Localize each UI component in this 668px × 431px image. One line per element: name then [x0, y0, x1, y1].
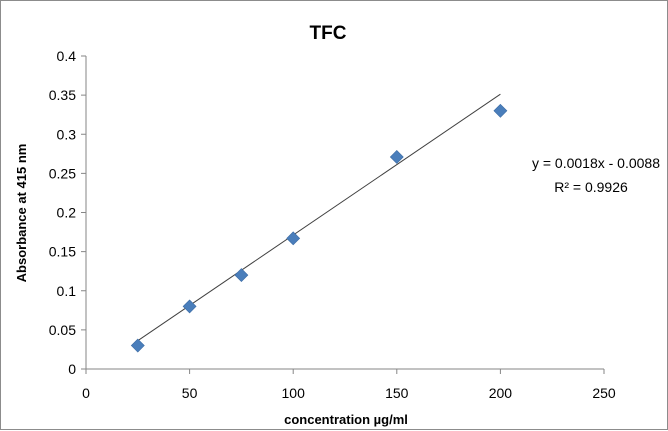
data-point [234, 268, 249, 283]
y-tick-label: 0.4 [57, 48, 77, 64]
trendline-equation: y = 0.0018x - 0.0088 [532, 155, 660, 171]
x-axis: 0 50 100 150 200 250 [82, 368, 616, 401]
y-tick-label: 0.15 [49, 244, 76, 260]
y-tick-label: 0.35 [49, 87, 76, 103]
y-tick-label: 0.1 [57, 283, 77, 299]
x-tick-label: 250 [592, 385, 616, 401]
trendline-group [137, 93, 501, 342]
y-tick-label: 0.05 [49, 322, 76, 338]
x-tick-label: 200 [489, 385, 513, 401]
chart-title: TFC [310, 23, 347, 44]
y-tick-label: 0 [68, 361, 76, 377]
x-axis-label: concentration µg/ml [284, 412, 408, 427]
y-tick-label: 0.25 [49, 165, 76, 181]
data-point [182, 299, 197, 314]
x-tick-label: 0 [82, 385, 90, 401]
y-tick-label: 0.2 [57, 205, 77, 221]
x-tick-label: 50 [182, 385, 198, 401]
y-axis-label: Absorbance at 415 nm [14, 144, 29, 283]
r-squared-label: R² = 0.9926 [554, 179, 628, 195]
y-axis: 0 0.05 0.1 0.15 0.2 0.25 0.3 0.35 0.4 [49, 48, 87, 377]
data-point [286, 231, 301, 246]
x-tick-label: 100 [282, 385, 306, 401]
data-points [130, 103, 508, 353]
trendline [137, 93, 501, 342]
data-point [130, 338, 145, 353]
data-point [493, 103, 508, 118]
x-tick-label: 150 [385, 385, 409, 401]
data-point [389, 150, 404, 164]
y-tick-label: 0.3 [57, 126, 77, 142]
